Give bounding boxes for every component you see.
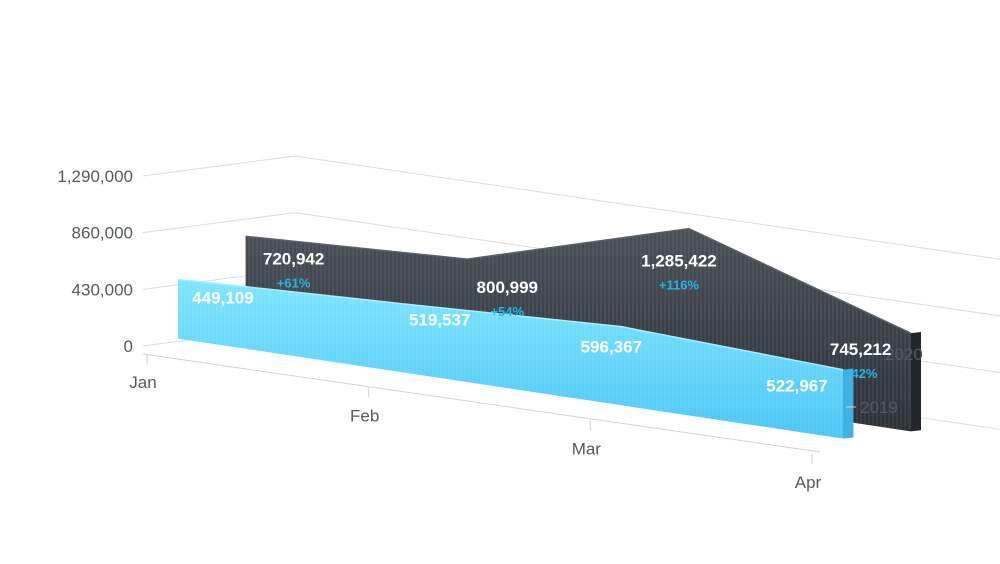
- data-labels: 720,942 +61% 800,999 +54% 1,285,422 +116% 745,…: [192, 249, 891, 395]
- change-label-2020: +61%: [277, 275, 311, 290]
- x-axis-line: [142, 353, 821, 453]
- data-label-2019: 522,967: [766, 377, 827, 396]
- data-label-2020: 720,942: [263, 249, 324, 268]
- area-side-face: [843, 368, 854, 439]
- y-tick-label: 1,290,000: [57, 167, 133, 186]
- series-name-label: 2020: [885, 345, 923, 364]
- gridline: [142, 155, 1000, 260]
- depth-axis: 2020 2019: [846, 345, 923, 417]
- data-label-2020: 800,999: [477, 278, 538, 297]
- data-label-2019: 596,367: [581, 338, 642, 357]
- data-label-2020: 1,285,422: [641, 252, 717, 271]
- change-label-2020: +116%: [659, 278, 700, 293]
- x-tick-label: Feb: [350, 406, 379, 425]
- x-tick-label: Jan: [129, 373, 156, 392]
- y-axis: 0 430,000 860,000 1,290,000: [57, 167, 133, 356]
- x-tick-label: Apr: [795, 473, 822, 492]
- area-texture: [178, 279, 843, 439]
- change-label-2020: +54%: [490, 304, 524, 319]
- y-tick-label: 430,000: [72, 280, 133, 299]
- y-tick-label: 860,000: [72, 224, 133, 243]
- data-label-2019: 449,109: [192, 288, 253, 307]
- area-top-edge: [177, 278, 844, 371]
- x-axis: Jan Feb Mar Apr: [129, 353, 822, 492]
- series-name-label: 2019: [860, 398, 898, 417]
- x-tick-label: Mar: [572, 440, 602, 459]
- y-tick-label: 0: [124, 337, 133, 356]
- data-label-2019: 519,537: [409, 310, 470, 329]
- data-label-2020: 745,212: [830, 340, 891, 359]
- area-side-face: [910, 331, 921, 432]
- series-2019: [177, 278, 854, 439]
- change-label-2020: +42%: [844, 366, 878, 381]
- area-top-edge: [245, 227, 911, 334]
